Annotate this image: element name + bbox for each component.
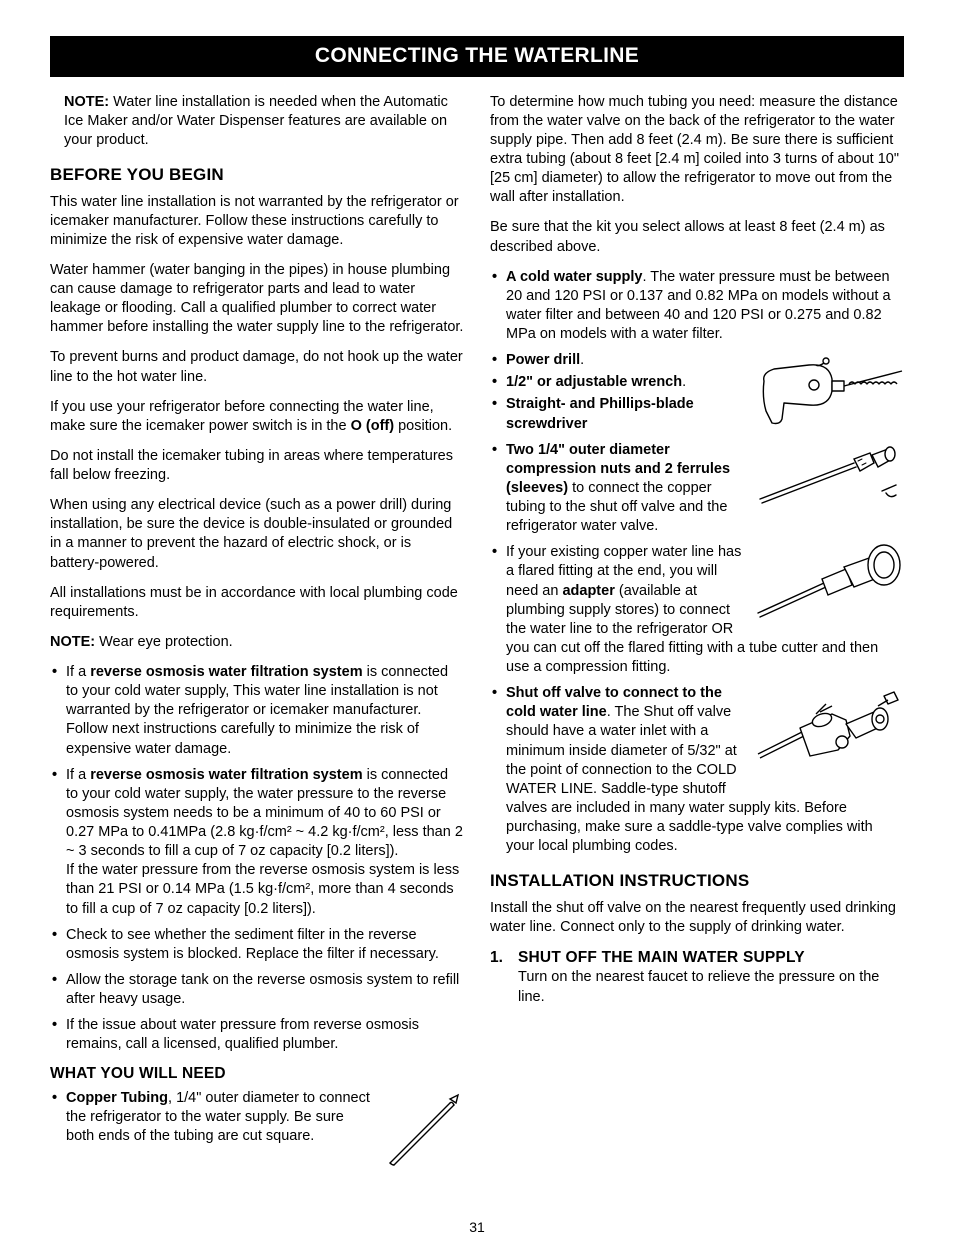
before-p1: This water line installation is not warr… bbox=[50, 193, 464, 250]
right-column: To determine how much tubing you need: m… bbox=[490, 93, 904, 1182]
install-heading: INSTALLATION INSTRUCTIONS bbox=[490, 870, 904, 892]
before-heading: BEFORE YOU BEGIN bbox=[50, 164, 464, 186]
left-column: NOTE: Water line installation is needed … bbox=[50, 93, 464, 1182]
step-1: 1. SHUT OFF THE MAIN WATER SUPPLY Turn o… bbox=[490, 948, 904, 1007]
compression-nut-icon bbox=[754, 441, 904, 513]
ro-item-1: If a reverse osmosis water filtration sy… bbox=[50, 663, 464, 759]
power-drill: Power drill. bbox=[490, 351, 744, 370]
adapter: If your existing copper water line has a… bbox=[490, 543, 904, 677]
need-list: Copper Tubing, 1/4" outer diameter to co… bbox=[50, 1089, 464, 1175]
note-1: NOTE: Water line installation is needed … bbox=[50, 93, 464, 150]
supply-list: A cold water supply. The water pressure … bbox=[490, 268, 904, 345]
step-1-body: Turn on the nearest faucet to relieve th… bbox=[518, 968, 904, 1006]
reverse-osmosis-list: If a reverse osmosis water filtration sy… bbox=[50, 663, 464, 1054]
tools-list-1: Power drill. 1/2" or adjustable wrench. … bbox=[490, 351, 744, 434]
two-column-layout: NOTE: Water line installation is needed … bbox=[50, 93, 904, 1182]
section-banner: CONNECTING THE WATERLINE bbox=[50, 36, 904, 77]
ro-item-4: Allow the storage tank on the reverse os… bbox=[50, 971, 464, 1009]
step-1-number: 1. bbox=[490, 948, 508, 1007]
right-p1: To determine how much tubing you need: m… bbox=[490, 93, 904, 208]
before-p5: Do not install the icemaker tubing in ar… bbox=[50, 447, 464, 485]
ro-item-2: If a reverse osmosis water filtration sy… bbox=[50, 766, 464, 919]
ro-item-5: If the issue about water pressure from r… bbox=[50, 1016, 464, 1054]
drill-icon bbox=[754, 351, 904, 431]
tubing-icon bbox=[382, 1089, 464, 1171]
shutoff-valve-icon bbox=[754, 684, 904, 778]
note-2: NOTE: Wear eye protection. bbox=[50, 633, 464, 652]
wrench: 1/2" or adjustable wrench. bbox=[490, 373, 744, 392]
need-copper-tubing: Copper Tubing, 1/4" outer diameter to co… bbox=[50, 1089, 464, 1175]
before-p7: All installations must be in accordance … bbox=[50, 584, 464, 622]
tools-list-2: Two 1/4" outer diameter compression nuts… bbox=[490, 441, 744, 537]
before-p2: Water hammer (water banging in the pipes… bbox=[50, 261, 464, 338]
ro-item-3: Check to see whether the sediment filter… bbox=[50, 926, 464, 964]
tools-row-2: Two 1/4" outer diameter compression nuts… bbox=[490, 441, 904, 544]
page-number: 31 bbox=[50, 1218, 904, 1236]
need-heading: WHAT YOU WILL NEED bbox=[50, 1064, 464, 1084]
screwdriver: Straight- and Phillips-blade screwdriver bbox=[490, 395, 744, 433]
right-p2: Be sure that the kit you select allows a… bbox=[490, 218, 904, 256]
before-p6: When using any electrical device (such a… bbox=[50, 496, 464, 573]
shutoff-valve: Shut off valve to connect to the cold wa… bbox=[490, 684, 904, 856]
compression-nuts: Two 1/4" outer diameter compression nuts… bbox=[490, 441, 744, 537]
tools-list-3: If your existing copper water line has a… bbox=[490, 543, 904, 856]
before-p4: If you use your refrigerator before conn… bbox=[50, 398, 464, 436]
before-p3: To prevent burns and product damage, do … bbox=[50, 348, 464, 386]
cold-water-supply: A cold water supply. The water pressure … bbox=[490, 268, 904, 345]
tools-row-1: Power drill. 1/2" or adjustable wrench. … bbox=[490, 351, 904, 437]
install-intro: Install the shut off valve on the neares… bbox=[490, 899, 904, 937]
step-1-title: SHUT OFF THE MAIN WATER SUPPLY bbox=[518, 948, 904, 968]
adapter-icon bbox=[754, 543, 904, 631]
